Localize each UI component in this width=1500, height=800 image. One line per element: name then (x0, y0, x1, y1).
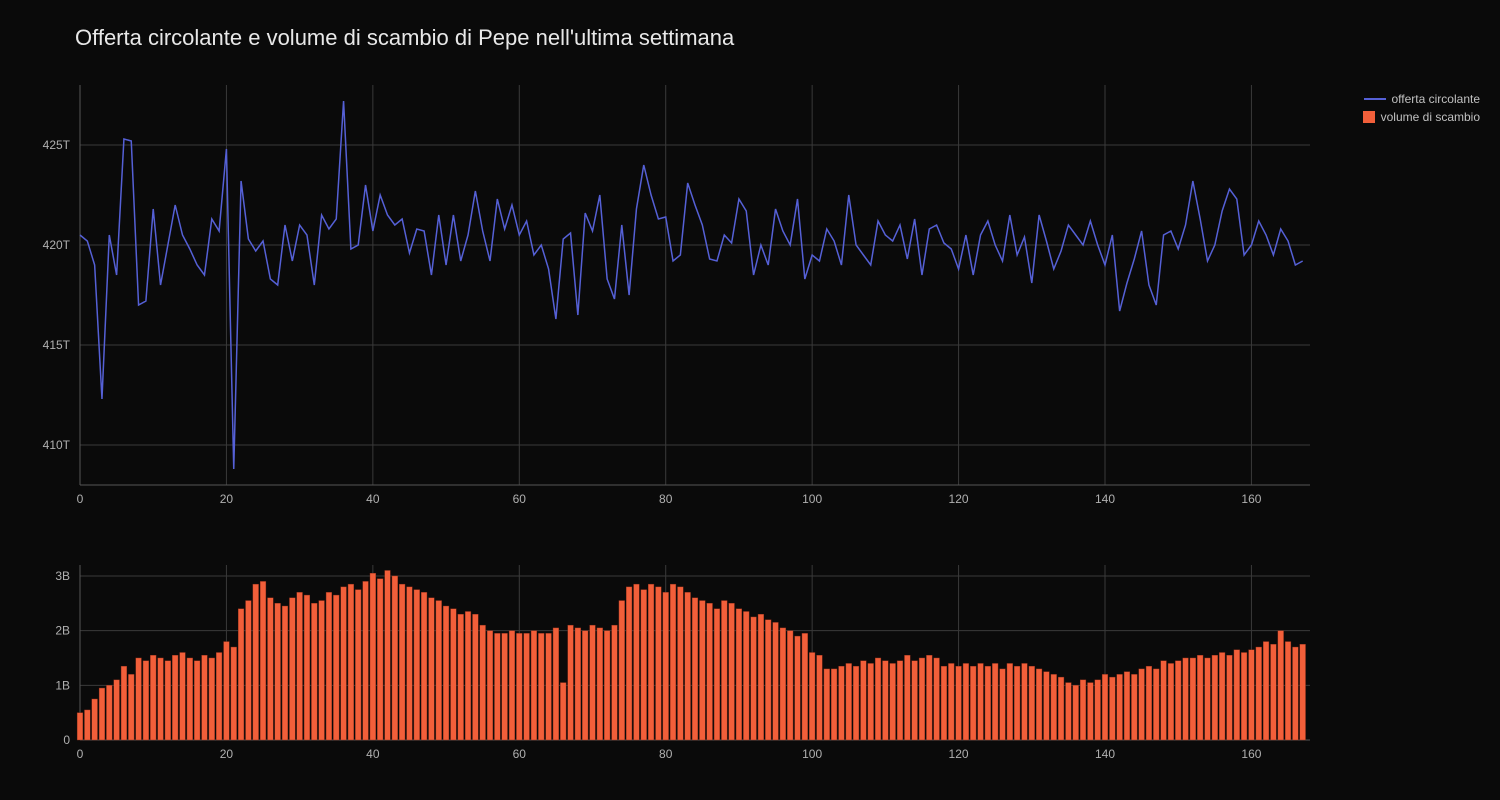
chart-svg: 410T 415T 420T 425T 0 20 40 60 80 100 120 140 160 0 1B… (0, 0, 1500, 800)
svg-text:80: 80 (659, 747, 673, 761)
legend-line-swatch (1364, 98, 1386, 100)
legend-item-line: offerta circolante (1363, 90, 1480, 108)
svg-text:0: 0 (63, 733, 70, 747)
svg-text:20: 20 (220, 492, 234, 506)
svg-text:100: 100 (802, 492, 822, 506)
svg-text:60: 60 (513, 492, 527, 506)
svg-text:410T: 410T (43, 438, 71, 452)
svg-text:2B: 2B (55, 624, 70, 638)
legend-line-label: offerta circolante (1392, 92, 1481, 106)
svg-text:60: 60 (513, 747, 527, 761)
svg-text:140: 140 (1095, 747, 1115, 761)
svg-text:120: 120 (949, 747, 969, 761)
svg-text:160: 160 (1241, 492, 1261, 506)
svg-text:100: 100 (802, 747, 822, 761)
svg-text:425T: 425T (43, 138, 71, 152)
legend: offerta circolante volume di scambio (1363, 90, 1480, 126)
svg-text:0: 0 (77, 492, 84, 506)
svg-text:120: 120 (949, 492, 969, 506)
svg-text:1B: 1B (55, 678, 70, 692)
svg-text:140: 140 (1095, 492, 1115, 506)
svg-text:415T: 415T (43, 338, 71, 352)
svg-text:20: 20 (220, 747, 234, 761)
legend-item-bar: volume di scambio (1363, 108, 1480, 126)
svg-text:40: 40 (366, 492, 380, 506)
svg-text:80: 80 (659, 492, 673, 506)
svg-text:40: 40 (366, 747, 380, 761)
svg-text:420T: 420T (43, 238, 71, 252)
legend-bar-swatch (1363, 111, 1375, 123)
chart-title: Offerta circolante e volume di scambio d… (75, 25, 734, 51)
legend-bar-label: volume di scambio (1381, 110, 1480, 124)
svg-text:3B: 3B (55, 569, 70, 583)
svg-text:0: 0 (77, 747, 84, 761)
svg-text:160: 160 (1241, 747, 1261, 761)
